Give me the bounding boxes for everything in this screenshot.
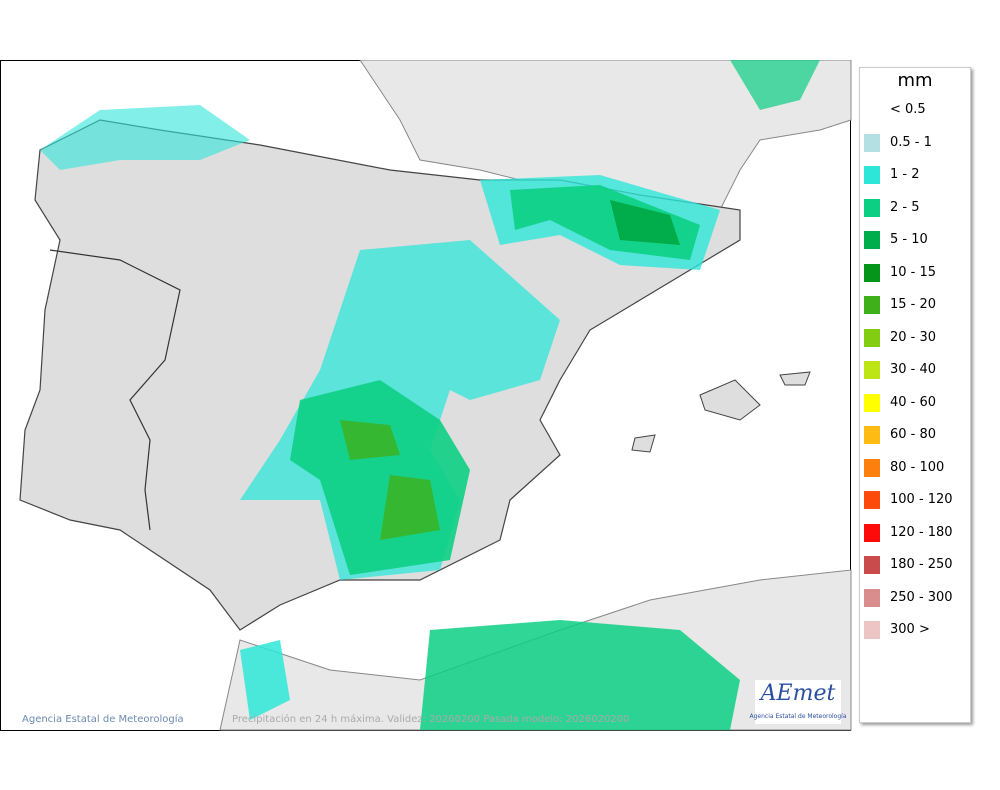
legend-label: 250 - 300: [890, 589, 953, 605]
legend-label: 15 - 20: [890, 297, 937, 312]
legend-label: 0.5 - 1: [890, 134, 932, 150]
legend-label: 1 - 2: [890, 167, 920, 182]
legend-swatch: [864, 328, 880, 347]
map: Agencia Estatal de Meteorología Precipit…: [0, 60, 852, 731]
precip-area: [40, 105, 250, 170]
legend-swatch: [864, 393, 880, 412]
legend-label: < 0.5: [890, 102, 926, 117]
border: [49, 249, 181, 531]
legend-swatch: [864, 556, 880, 574]
legend: mm < 0.5 0.5 - 1 1 - 2 2 - 5 5 - 10 10 - 15 15…: [859, 67, 971, 723]
precip-area: [420, 620, 740, 730]
legend-label: 10 - 15: [890, 264, 937, 280]
legend-label: 300 >: [890, 622, 930, 637]
legend-label: 100 - 120: [890, 492, 953, 507]
legend-swatch: [864, 458, 880, 477]
legend-label: 2 - 5: [890, 199, 920, 215]
legend-swatch: [864, 166, 880, 184]
legend-swatch: [864, 621, 880, 639]
legend-swatch: [864, 231, 880, 249]
legend-label: 60 - 80: [890, 427, 937, 442]
legend-swatch: [864, 198, 880, 217]
land-islands: [631, 371, 811, 453]
agency-credit: Agencia Estatal de Meteorología: [22, 713, 184, 725]
legend-label: 40 - 60: [890, 394, 937, 410]
legend-label: 5 - 10: [890, 232, 928, 247]
logo-subtitle: Agencia Estatal de Meteorología: [750, 713, 847, 720]
legend-swatch: [864, 491, 880, 509]
precip-area: [610, 200, 680, 245]
legend-swatch: [864, 588, 880, 607]
logo-name: AEmet: [759, 681, 836, 706]
legend-swatch: [864, 263, 880, 282]
legend-label: 180 - 250: [890, 557, 953, 572]
legend-label: 80 - 100: [890, 459, 945, 475]
precip-area: [340, 420, 440, 540]
legend-label: 120 - 180: [890, 524, 953, 540]
precip-area: [240, 640, 290, 720]
legend-swatch: [864, 523, 880, 542]
legend-label: 20 - 30: [890, 329, 937, 345]
legend-swatch: [864, 361, 880, 379]
precip-area: [730, 60, 820, 110]
legend-swatch: [864, 133, 880, 152]
legend-swatch: [864, 296, 880, 314]
logo-box: [755, 680, 841, 724]
legend-swatch: [864, 101, 880, 119]
map-caption: Precipitación en 24 h máxima. Validez: 2…: [232, 713, 629, 725]
legend-label: 30 - 40: [890, 362, 937, 377]
legend-title: mm: [897, 70, 933, 91]
legend-swatch: [864, 426, 880, 444]
